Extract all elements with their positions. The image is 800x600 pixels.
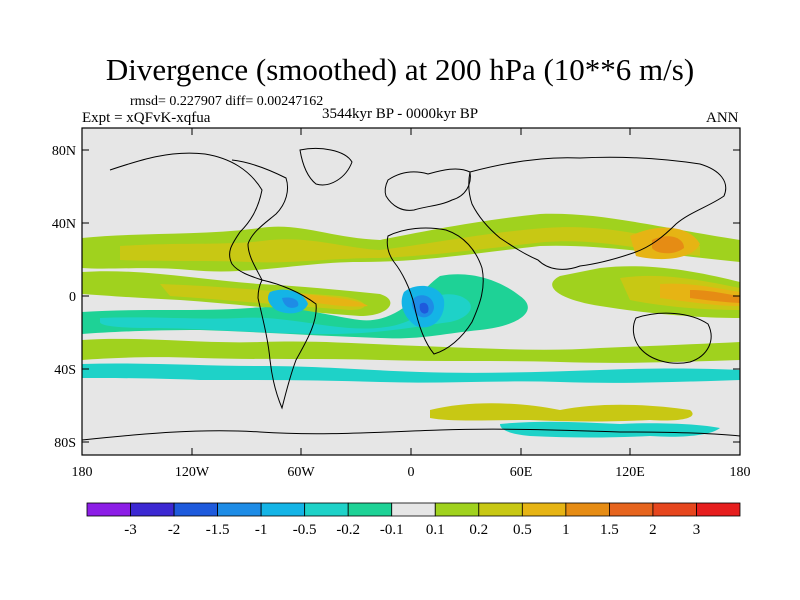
lat-label: 40S: [54, 363, 76, 378]
colorbar-swatch: [86, 502, 131, 517]
field-band-southern-ocean-neg: [500, 421, 720, 438]
colorbar-label: 1: [562, 522, 570, 538]
colorbar-swatch: [521, 502, 567, 517]
colorbar-swatch: [217, 502, 262, 517]
field-band-south-neg: [82, 363, 740, 383]
lon-label: 60E: [510, 465, 533, 480]
lon-label: 120W: [175, 465, 210, 480]
lat-label: 80S: [54, 436, 76, 451]
colorbar-label: -0.2: [336, 522, 360, 538]
field-band-wp-vstrong: [690, 290, 740, 303]
colorbar-swatch: [347, 502, 393, 517]
colorbar-swatch: [696, 502, 741, 517]
coast-north-america: [109, 152, 289, 281]
field-band-southern-ocean-pos: [430, 403, 693, 422]
lon-label: 180: [72, 465, 93, 480]
field-band-eq-neg-mid: [100, 294, 471, 334]
colorbar-label: 3: [693, 522, 701, 538]
colorbar-swatch: [304, 502, 349, 517]
coast-europe: [384, 168, 471, 211]
lat-label: 80N: [52, 144, 76, 159]
colorbar-swatch: [609, 502, 654, 517]
season-label: ANN: [706, 110, 739, 126]
field-cell-pacific-ne-core: [652, 236, 684, 254]
lon-ticks: [81, 128, 741, 455]
colorbar-label: -0.5: [293, 522, 317, 538]
colorbar-swatch: [652, 502, 697, 517]
lon-label: 180: [730, 465, 751, 480]
lon-label: 120E: [615, 465, 645, 480]
coast-greenland: [299, 148, 353, 186]
colorbar-swatch: [260, 502, 306, 517]
lat-label: 40N: [52, 217, 76, 232]
coastlines: [82, 148, 740, 441]
field-band-ep-strong: [300, 294, 368, 307]
colorbar-swatch: [434, 502, 480, 517]
coast-australia: [632, 312, 712, 364]
colorbar-label: -1: [255, 522, 268, 538]
lon-label: 60W: [287, 465, 315, 480]
colorbar-label: -2: [168, 522, 181, 538]
colorbar-swatch: [130, 502, 175, 517]
coast-antarctica: [82, 428, 740, 441]
colorbar-label: 2: [649, 522, 657, 538]
lat-label: 0: [69, 290, 76, 305]
coast-south-america: [257, 279, 317, 410]
colorbar-label: 0.1: [426, 522, 445, 538]
colorbar-label: 1.5: [600, 522, 619, 538]
field-band-south-pos: [82, 338, 740, 363]
coast-asia: [468, 156, 727, 270]
period-label: 3544kyr BP - 0000kyr BP: [322, 106, 479, 122]
colorbar-label: 0.5: [513, 522, 532, 538]
colorbar-label: -1.5: [206, 522, 230, 538]
field-band-ep-mid: [160, 284, 365, 310]
colorbar-label: -0.1: [380, 522, 404, 538]
chart-title: Divergence (smoothed) at 200 hPa (10**6 …: [105, 52, 695, 87]
divergence-field: [82, 213, 740, 438]
experiment-label: Expt = xQFvK-xqfua: [82, 110, 211, 126]
field-band-north-mid: [120, 227, 700, 263]
colorbar-swatch: [391, 502, 436, 517]
colorbar-swatch: [478, 502, 523, 517]
colorbar-swatch: [565, 502, 610, 517]
lon-label: 0: [408, 465, 415, 480]
field-cell-africa-neg-extreme: [419, 302, 429, 314]
colorbar-swatch: [173, 502, 219, 517]
colorbar: -3 -2 -1.5 -1 -0.5 -0.2 -0.1 0.1 0.2 0.5 1 1.5 2 3: [86, 502, 741, 538]
coast-africa: [386, 227, 484, 355]
stats-label: rmsd= 0.227907 diff= 0.00247162: [130, 94, 324, 109]
field-cell-samerica-neg-core: [282, 297, 299, 308]
colorbar-label: 0.2: [469, 522, 488, 538]
colorbar-label: -3: [124, 522, 137, 538]
lat-ticks: [82, 149, 740, 443]
